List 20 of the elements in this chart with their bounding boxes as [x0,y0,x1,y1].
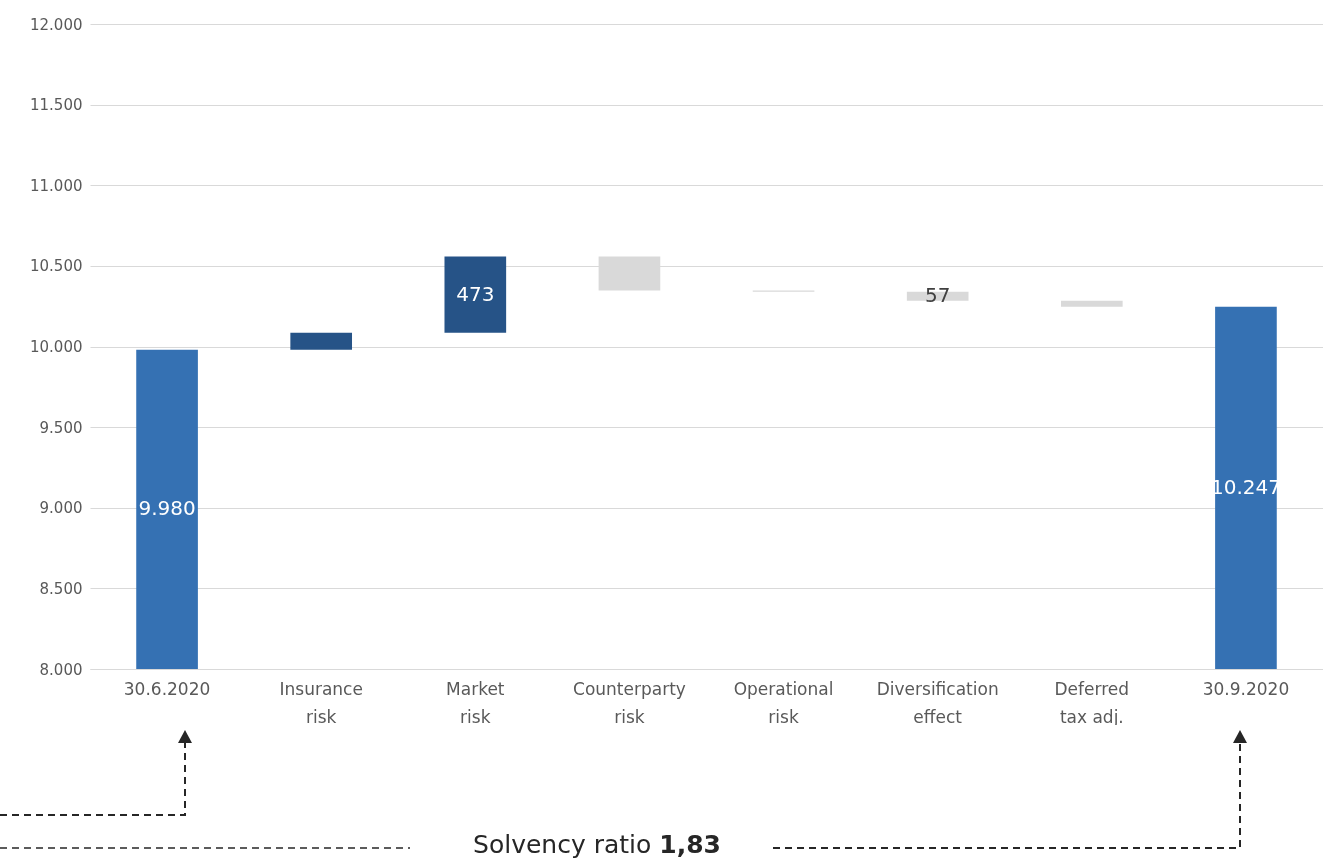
y-tick-label: 8.500 [39,579,83,598]
data-label: 473 [456,281,495,306]
y-tick-label: 10.500 [30,257,83,276]
x-tick-label: Market risk [446,678,505,727]
y-tick-label: 11.000 [30,176,83,195]
data-label: 9.980 [138,496,196,521]
y-tick-label: 8.000 [39,660,83,679]
y-tick-label: 10.000 [30,338,83,356]
x-tick-label: 30.9.2020 [1202,678,1290,699]
y-tick-label: 9.500 [39,418,83,437]
y-tick-label: 12.000 [30,15,83,34]
x-tick-label: 30.6.2020 [123,678,211,699]
text: Solvency ratio 1,83 [472,830,722,859]
y-tick-label: 11.500 [30,96,83,115]
x-tick-label: Diversification effect [876,678,999,727]
x-tick-label: Operational risk [733,678,834,727]
x-tick-label: Counterparty risk [573,678,686,727]
y-tick-label: 9.000 [39,499,83,518]
data-label: 57 [924,283,951,308]
x-tick-label: Insurance risk [279,678,363,727]
